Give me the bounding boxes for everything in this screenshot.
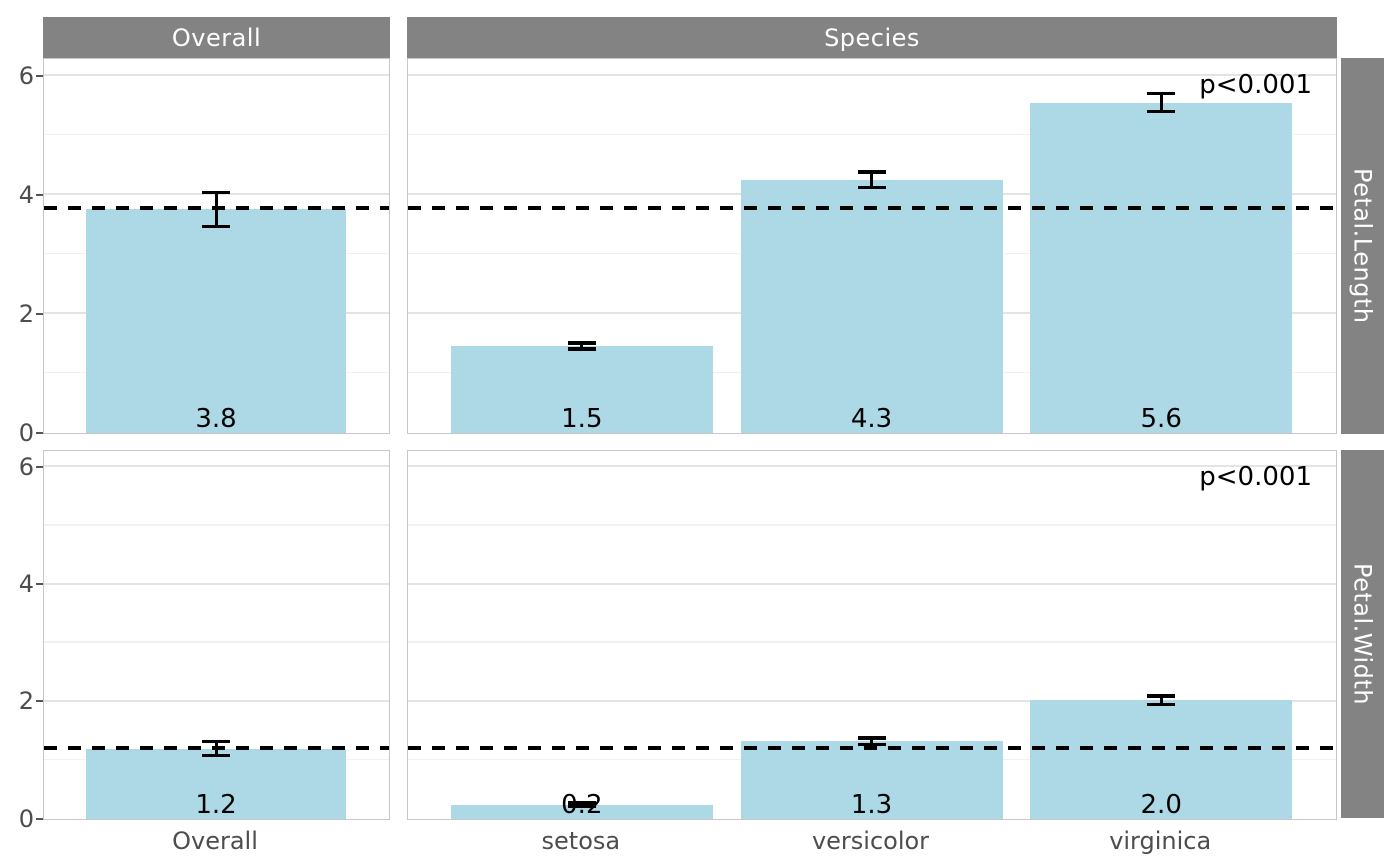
x-axis-label-Overall: Overall <box>172 827 258 855</box>
grand-mean-dashed-line <box>408 745 1336 750</box>
grand-mean-dashed-line <box>408 206 1336 211</box>
error-bar-line-setosa <box>580 343 584 350</box>
error-bar-line-virginica <box>1159 93 1163 112</box>
y-axis-tick-label: 0 <box>18 804 34 833</box>
y-axis-tick-mark <box>36 193 43 196</box>
facet-strip-overall: Overall <box>43 17 390 58</box>
error-bar-line-virginica <box>1159 695 1163 705</box>
panel-petal-length-overall: 3.8 <box>43 58 390 434</box>
gridline-major <box>408 465 1336 468</box>
error-bar-line-Overall <box>214 192 218 227</box>
y-axis-tick-label: 2 <box>18 687 34 716</box>
error-bar-line-Overall <box>214 741 218 756</box>
error-bar-cap-Overall <box>202 739 230 744</box>
bar-value-label-virginica: 2.0 <box>1140 790 1182 820</box>
facet-strip-petal-width: Petal.Width <box>1341 450 1384 818</box>
gridline-major <box>44 699 389 702</box>
p-value-label: p<0.001 <box>1199 70 1312 100</box>
bar-virginica <box>1030 102 1293 433</box>
error-bar-cap-virginica <box>1147 109 1176 114</box>
y-axis-tick-label: 4 <box>18 180 34 209</box>
gridline-major <box>408 699 1336 702</box>
y-axis-tick-label: 6 <box>18 452 34 481</box>
bar-Overall <box>86 209 346 433</box>
facet-strip-petal-length: Petal.Length <box>1341 58 1384 434</box>
gridline-minor <box>44 641 389 643</box>
y-axis-tick-mark <box>36 583 43 586</box>
bar-virginica <box>1030 700 1293 819</box>
gridline-major <box>44 582 389 585</box>
facet-strip-petal-width-label: Petal.Width <box>1348 562 1377 706</box>
y-axis-tick-mark <box>36 312 43 315</box>
error-bar-cap-Overall <box>202 190 230 195</box>
y-axis-tick-label: 6 <box>18 61 34 90</box>
x-axis-label-versicolor: versicolor <box>811 827 930 855</box>
facet-strip-species-label: Species <box>824 23 920 52</box>
bar-setosa <box>450 346 713 433</box>
error-bar-cap-setosa <box>567 341 596 345</box>
y-axis-tick-label: 0 <box>18 418 34 447</box>
bar-value-label-setosa: 0.2 <box>561 790 603 820</box>
facet-strip-species: Species <box>407 17 1337 58</box>
y-axis-tick-mark <box>36 74 43 77</box>
y-axis-tick-label: 4 <box>18 570 34 599</box>
bar-value-label-Overall: 1.2 <box>195 790 237 820</box>
panel-petal-width-overall: 1.2 <box>43 450 390 820</box>
y-axis-tick-mark <box>36 817 43 820</box>
bar-value-label-Overall: 3.8 <box>195 404 237 434</box>
y-axis-tick-label: 2 <box>18 299 34 328</box>
error-bar-cap-versicolor <box>857 736 886 740</box>
p-value-label: p<0.001 <box>1199 462 1312 492</box>
facet-strip-overall-label: Overall <box>171 23 262 52</box>
gridline-minor <box>408 641 1336 643</box>
y-axis-tick-mark <box>36 465 43 468</box>
gridline-minor <box>408 133 1336 136</box>
bar-Overall <box>86 748 346 819</box>
panel-petal-width-species: 0.2 1.3 2.0 p<0.001 <box>407 450 1337 820</box>
error-bar-cap-setosa <box>567 347 596 351</box>
bar-value-label-setosa: 1.5 <box>561 404 603 434</box>
bar-value-label-versicolor: 4.3 <box>850 404 893 434</box>
x-axis-label-virginica: virginica <box>1109 827 1212 855</box>
panel-petal-length-species: 1.5 4.3 5.6 p<0.001 <box>407 58 1337 434</box>
error-bar-cap-setosa <box>567 800 596 805</box>
error-bar-line-versicolor <box>870 738 873 745</box>
error-bar-cap-virginica <box>1147 702 1176 707</box>
error-bar-cap-Overall <box>202 224 230 229</box>
error-bar-cap-Overall <box>202 753 230 758</box>
error-bar-line-versicolor <box>870 171 873 188</box>
bar-value-label-virginica: 5.6 <box>1140 404 1182 434</box>
bar-setosa <box>450 804 713 819</box>
y-axis-tick-mark <box>36 700 43 703</box>
facet-strip-petal-length-label: Petal.Length <box>1348 168 1377 324</box>
error-bar-cap-virginica <box>1147 694 1176 698</box>
gridline-minor <box>408 524 1336 526</box>
error-bar-cap-setosa <box>567 804 596 808</box>
gridline-major <box>44 74 389 76</box>
bar-versicolor <box>740 741 1003 819</box>
x-axis-label-setosa: setosa <box>541 827 621 855</box>
error-bar-cap-virginica <box>1147 91 1176 96</box>
gridline-minor <box>44 524 389 526</box>
gridline-major <box>408 582 1336 585</box>
gridline-major <box>44 465 389 468</box>
bar-versicolor <box>740 179 1003 433</box>
gridline-major <box>408 74 1336 76</box>
error-bar-line-setosa <box>580 802 584 807</box>
error-bar-cap-versicolor <box>857 742 886 747</box>
error-bar-cap-versicolor <box>857 170 886 174</box>
y-axis-tick-mark <box>36 431 43 434</box>
gridline-minor <box>44 133 389 136</box>
bar-value-label-versicolor: 1.3 <box>850 790 893 820</box>
error-bar-cap-versicolor <box>857 185 886 190</box>
